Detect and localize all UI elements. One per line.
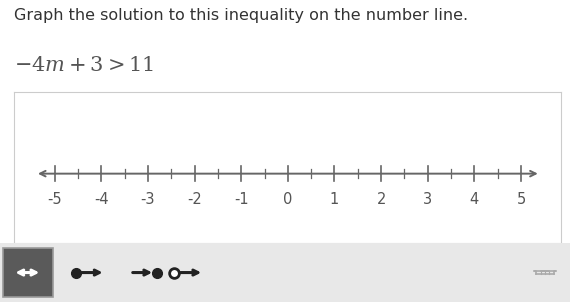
Text: 0: 0 (283, 192, 292, 207)
Text: 4: 4 (470, 192, 479, 207)
Text: 5: 5 (516, 192, 526, 207)
Text: $-4m+3>11$: $-4m+3>11$ (14, 56, 154, 75)
FancyBboxPatch shape (3, 248, 53, 297)
Text: ⚊: ⚊ (0, 301, 1, 302)
Text: -1: -1 (234, 192, 249, 207)
Text: 1: 1 (330, 192, 339, 207)
Text: 2: 2 (376, 192, 386, 207)
Text: -2: -2 (187, 192, 202, 207)
Text: 3: 3 (423, 192, 432, 207)
Text: -5: -5 (47, 192, 62, 207)
Text: Graph the solution to this inequality on the number line.: Graph the solution to this inequality on… (14, 8, 469, 23)
Text: -4: -4 (94, 192, 109, 207)
Text: -3: -3 (141, 192, 155, 207)
